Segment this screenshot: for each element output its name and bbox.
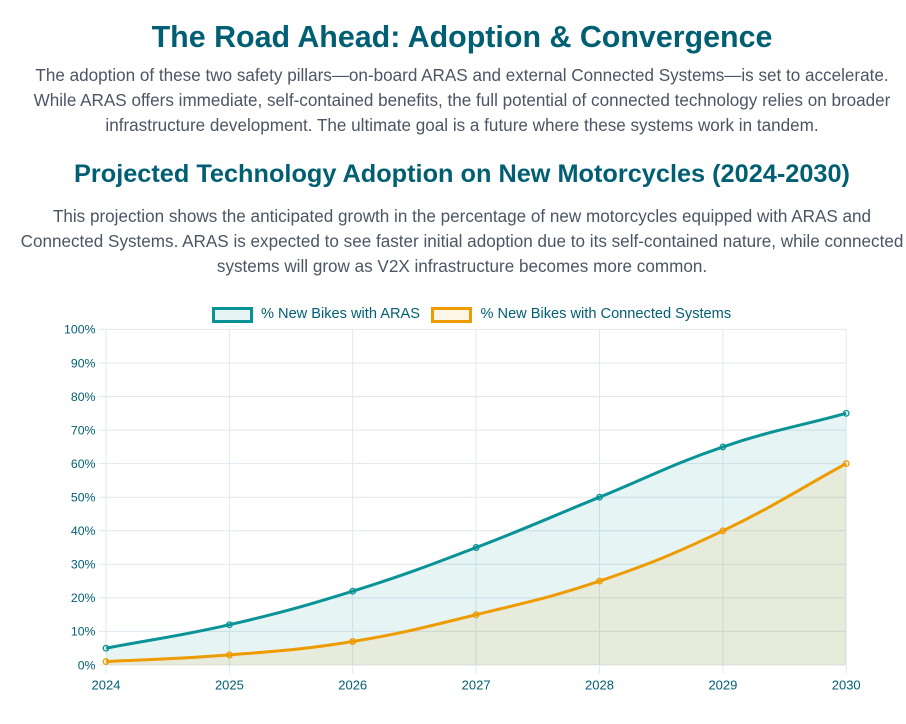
svg-text:30%: 30% — [71, 558, 96, 572]
svg-text:2025: 2025 — [215, 678, 244, 693]
svg-text:100%: 100% — [64, 323, 96, 337]
svg-text:50%: 50% — [71, 491, 96, 505]
svg-text:70%: 70% — [71, 423, 96, 437]
svg-text:60%: 60% — [71, 457, 96, 471]
svg-text:2030: 2030 — [832, 678, 861, 693]
svg-text:2029: 2029 — [708, 678, 737, 693]
svg-text:2028: 2028 — [585, 678, 614, 693]
svg-text:2024: 2024 — [92, 678, 121, 693]
svg-text:10%: 10% — [71, 625, 96, 639]
svg-text:20%: 20% — [71, 591, 96, 605]
svg-text:40%: 40% — [71, 524, 96, 538]
svg-text:2027: 2027 — [462, 678, 491, 693]
svg-text:2026: 2026 — [338, 678, 367, 693]
svg-text:0%: 0% — [78, 658, 96, 672]
svg-text:80%: 80% — [71, 390, 96, 404]
svg-text:90%: 90% — [71, 356, 96, 370]
